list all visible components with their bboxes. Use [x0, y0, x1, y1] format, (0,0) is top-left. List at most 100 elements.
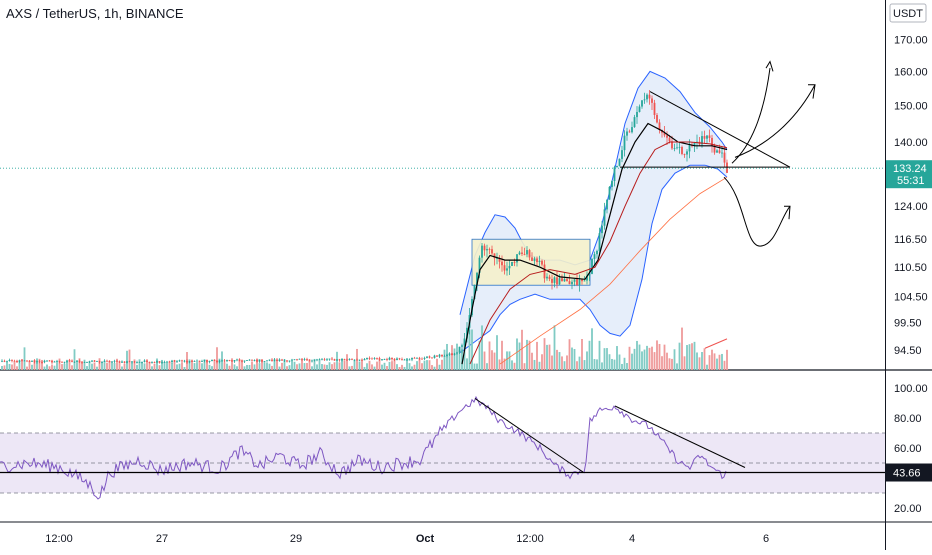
candle-body — [288, 360, 291, 362]
volume-bar — [486, 363, 488, 370]
candle-body — [86, 361, 88, 363]
arrowhead — [808, 84, 816, 99]
volume-bar — [8, 363, 11, 370]
volume-bar — [248, 364, 251, 370]
candle-body — [528, 250, 531, 258]
volume-bar — [413, 364, 416, 370]
volume-bar — [173, 360, 176, 370]
candle-body — [428, 356, 431, 358]
candle-body — [466, 327, 468, 339]
volume-bar — [136, 364, 138, 370]
candle-body — [81, 362, 83, 364]
candle-body — [156, 361, 158, 363]
volume-bar — [526, 339, 528, 370]
candle-body — [393, 359, 396, 361]
candle-body — [296, 359, 298, 361]
candle-body — [411, 357, 413, 360]
volume-bar — [13, 361, 16, 370]
volume-bar — [406, 358, 408, 370]
candle-body — [233, 360, 236, 362]
candle-body — [218, 360, 221, 363]
candle-body — [141, 361, 143, 363]
volume-bar — [538, 361, 541, 370]
volume-bar — [3, 365, 6, 370]
volume-bar — [253, 364, 256, 370]
volume-bar — [341, 358, 343, 370]
projection-arrow-up-1 — [731, 68, 771, 164]
volume-bar — [496, 335, 498, 370]
volume-bar — [51, 364, 53, 370]
rsi-line — [0, 395, 727, 500]
volume-bar — [533, 359, 536, 370]
time-tick-label: Oct — [416, 533, 435, 545]
volume-bar — [148, 362, 151, 370]
candle-body — [463, 338, 466, 346]
candle-body — [256, 360, 258, 362]
candle-body — [598, 233, 601, 251]
volume-bar — [448, 353, 451, 370]
volume-bar — [6, 362, 8, 370]
volume-bar — [46, 364, 48, 370]
volume-bar — [656, 340, 658, 370]
volume-bar — [688, 344, 691, 370]
volume-bar — [18, 362, 21, 370]
volume-bar — [418, 358, 421, 370]
rsi-tick-label: 60.00 — [894, 443, 922, 455]
candle-body — [341, 359, 343, 361]
volume-bar — [246, 364, 248, 370]
volume-bar — [201, 363, 203, 370]
volume-bar — [183, 366, 186, 370]
volume-bar — [606, 348, 608, 370]
volume-bar — [311, 366, 313, 370]
candle-body — [601, 225, 603, 234]
volume-bar — [611, 358, 613, 370]
candle-body — [548, 276, 551, 279]
price-tick-label: 170.00 — [894, 34, 928, 46]
candle-body — [473, 285, 476, 299]
candle-body — [88, 361, 91, 363]
candle-body — [56, 360, 58, 362]
price-tick-label: 116.50 — [894, 234, 927, 246]
candle-body — [431, 357, 433, 359]
volume-bar — [641, 351, 643, 370]
volume-bar — [101, 361, 103, 370]
volume-bar — [106, 362, 108, 370]
volume-bar — [298, 363, 301, 370]
volume-bar — [453, 348, 456, 370]
volume-bar — [691, 343, 693, 370]
volume-bar — [61, 364, 63, 370]
volume-bar — [121, 366, 123, 370]
candle-body — [238, 359, 241, 361]
volume-bar — [543, 338, 546, 370]
volume-bar — [323, 364, 326, 370]
volume-bar — [408, 363, 411, 370]
candle-body — [711, 137, 713, 146]
candle-body — [478, 257, 481, 273]
volume-bar — [668, 358, 671, 370]
candle-body — [303, 359, 306, 360]
candle-body — [8, 360, 11, 361]
volume-bar — [283, 359, 286, 370]
candle-body — [23, 360, 26, 362]
volume-bar — [401, 364, 403, 370]
candle-body — [96, 361, 98, 362]
candle-body — [221, 360, 223, 362]
volume-bar — [21, 359, 23, 370]
volume-bar — [501, 340, 503, 370]
volume-bar — [648, 347, 651, 370]
ma-orange-line — [499, 176, 728, 365]
candle-body — [388, 357, 391, 360]
last-price-label: 133.24 — [893, 163, 927, 175]
volume-bar — [403, 366, 406, 370]
candle-body — [721, 152, 723, 154]
candle-body — [308, 360, 311, 362]
candle-body — [671, 141, 673, 149]
volume-bar — [86, 366, 88, 370]
candle-body — [676, 147, 678, 149]
time-tick-label: 6 — [763, 533, 769, 545]
candle-body — [678, 146, 681, 148]
volume-bar — [436, 358, 438, 370]
candle-body — [171, 360, 173, 363]
